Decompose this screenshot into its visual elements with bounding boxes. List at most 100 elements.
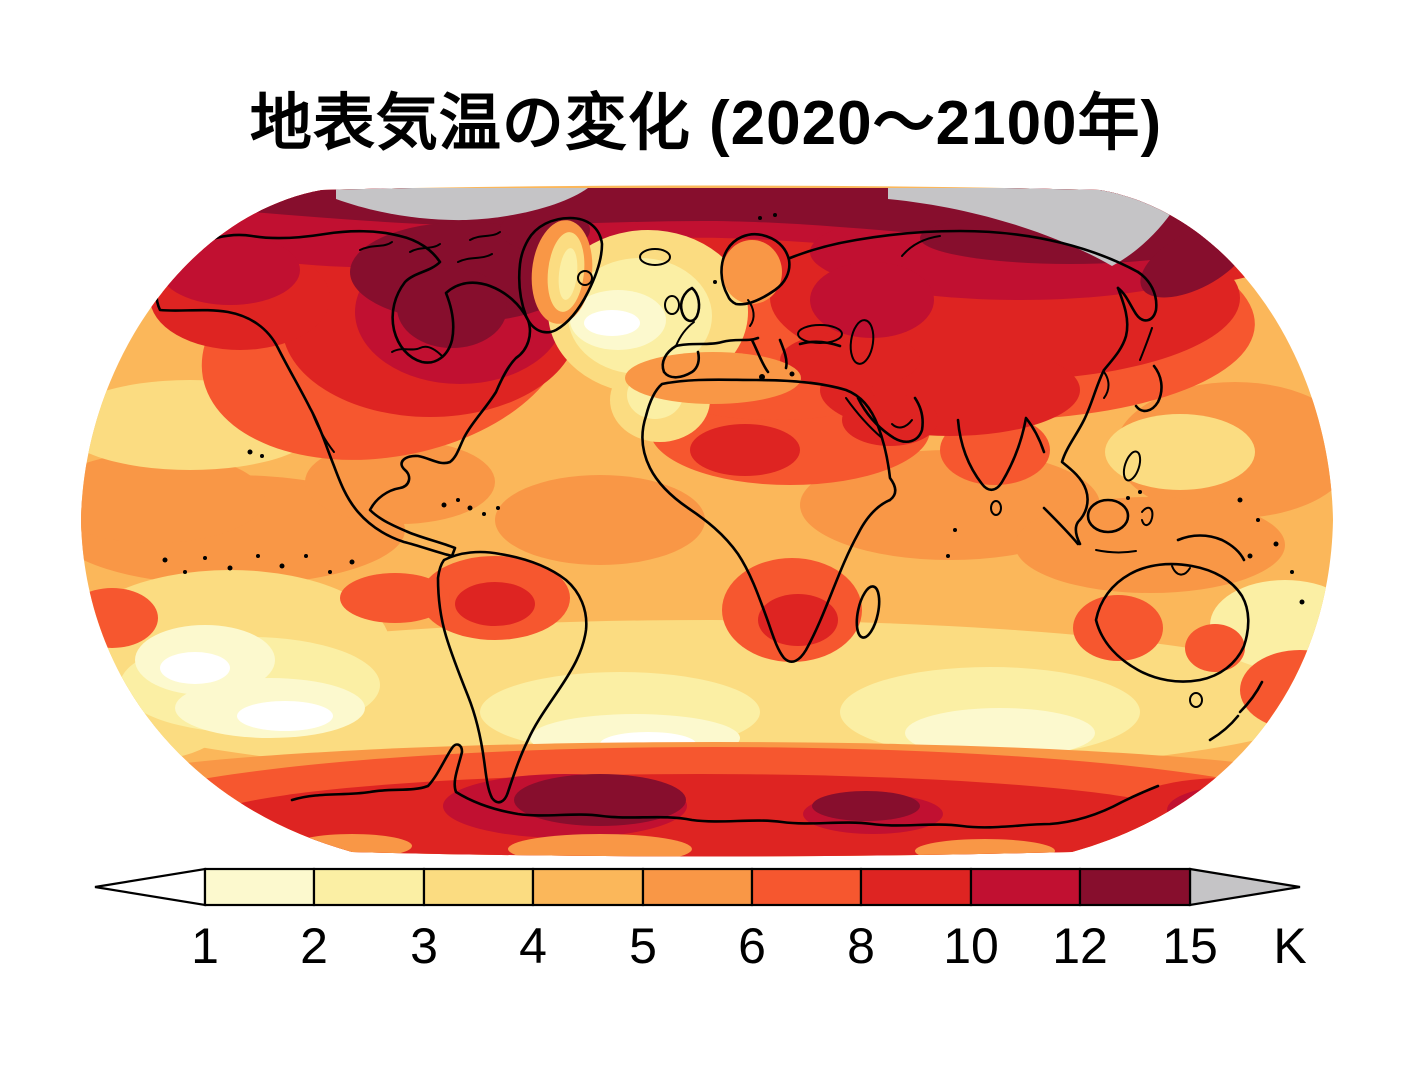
colorbar-tick: 1: [191, 918, 219, 974]
borneo-coast: [1086, 498, 1130, 534]
contour-blob: [722, 240, 782, 304]
contour-blob: [946, 554, 950, 558]
colorbar-tick: 2: [300, 918, 328, 974]
kamchatka-coast: [1116, 270, 1158, 322]
contour-blob: [256, 554, 260, 558]
colorbar-tick: 6: [738, 918, 766, 974]
okhotsk-coast: [1102, 286, 1129, 372]
contour-blob: [160, 235, 300, 305]
colorbar-tick: 10: [943, 918, 999, 974]
china-coast: [1060, 368, 1106, 546]
colorbar-tick: 8: [847, 918, 875, 974]
new-zealand: [1208, 680, 1264, 742]
colorbar-unit-label: K: [1273, 918, 1306, 974]
colorbar-segment: [531, 867, 645, 907]
tasmania: [1189, 692, 1203, 708]
gulf-of-carpentaria: [1171, 565, 1191, 576]
contour-blob: [1185, 624, 1245, 672]
contour-blob: [456, 498, 460, 502]
contour-blob: [467, 505, 473, 511]
contour-blob: [584, 310, 640, 336]
contour-blob: [304, 554, 308, 558]
australia-coast: [1094, 562, 1250, 683]
colorbar-segment: [750, 867, 863, 907]
contour-blob: [1015, 497, 1285, 593]
sri-lanka: [990, 500, 1002, 516]
india-coast: [956, 416, 1046, 492]
russia-north-coast: [788, 229, 1140, 274]
contour-blob: [558, 248, 578, 300]
new-guinea-coast: [1176, 534, 1246, 562]
colorbar: 1 2 3 4 5 6 8 10 12 15 K: [94, 867, 1307, 974]
contour-blob: [81, 453, 265, 543]
contour-blob: [162, 557, 168, 563]
contour-blob: [888, 188, 1185, 266]
sumatra: [1042, 506, 1080, 546]
sakhalin: [1139, 327, 1153, 361]
contour-blob: [842, 394, 938, 446]
contour-blob: [780, 332, 920, 388]
colorbar-overflow-arrow: [1188, 867, 1301, 907]
contour-blob: [1237, 497, 1243, 503]
france-atlantic-coast: [675, 321, 695, 347]
caspian-sea: [849, 319, 875, 365]
contour-blob: [625, 352, 801, 404]
coastlines: [155, 213, 1305, 829]
colorbar-segment: [1078, 867, 1192, 907]
red-sea: [845, 397, 883, 439]
contour-blob: [713, 280, 717, 284]
colorbar-tick: 15: [1162, 918, 1218, 974]
contour-blob: [810, 262, 934, 338]
britain-coast: [679, 286, 701, 323]
contour-blob: [812, 791, 920, 821]
colorbar-tick: 12: [1052, 918, 1108, 974]
colorbar-segment: [859, 867, 973, 907]
colorbar-tick: 5: [629, 918, 657, 974]
contour-blob: [1256, 518, 1260, 522]
crete: [789, 371, 795, 377]
contour-blob: [328, 570, 332, 574]
colorbar-segment: [641, 867, 754, 907]
contour-blob: [1073, 595, 1163, 661]
contour-blob: [1105, 414, 1255, 490]
contour-blob: [482, 512, 486, 516]
colorbar-segment: [969, 867, 1082, 907]
contour-blob: [227, 565, 233, 571]
colorbar-tick: 4: [519, 918, 547, 974]
japan-arc: [1134, 364, 1163, 413]
polar-gray-caps: [336, 188, 1185, 266]
contour-blob: [260, 454, 264, 458]
madagascar-coast: [855, 585, 881, 639]
contour-blob: [340, 573, 450, 623]
canadian-archipelago: [359, 231, 501, 263]
colorbar-segment: [312, 867, 426, 907]
island-dots: [162, 213, 1305, 605]
sicily: [759, 374, 765, 380]
contour-blob: [1299, 599, 1305, 605]
contour-blob: [160, 652, 230, 684]
contour-blob: [1273, 541, 1279, 547]
contour-blob: [1167, 785, 1319, 835]
novaya-zemlya: [901, 235, 941, 257]
colorbar-segment: [203, 867, 316, 907]
contour-blob: [183, 570, 187, 574]
contour-blob: [292, 834, 412, 857]
contour-blob: [81, 588, 158, 648]
sulawesi: [1141, 506, 1154, 526]
contour-blob: [336, 188, 588, 221]
contour-blob: [237, 701, 333, 731]
greenland-coast: [517, 216, 604, 334]
contour-blob: [441, 502, 447, 508]
contour-blob: [495, 475, 705, 565]
page-title: 地表気温の変化 (2020～2100年): [249, 89, 1163, 158]
contour-blob: [279, 563, 285, 569]
africa-coast: [641, 378, 897, 663]
arabia-coast: [856, 396, 924, 444]
europe-south-coast: [674, 336, 842, 374]
contour-blob: [915, 839, 1055, 857]
baltic-sea: [747, 299, 755, 327]
colorbar-segment: [422, 867, 535, 907]
great-lakes: [391, 345, 443, 357]
colorbar-underflow-arrow: [94, 867, 207, 907]
